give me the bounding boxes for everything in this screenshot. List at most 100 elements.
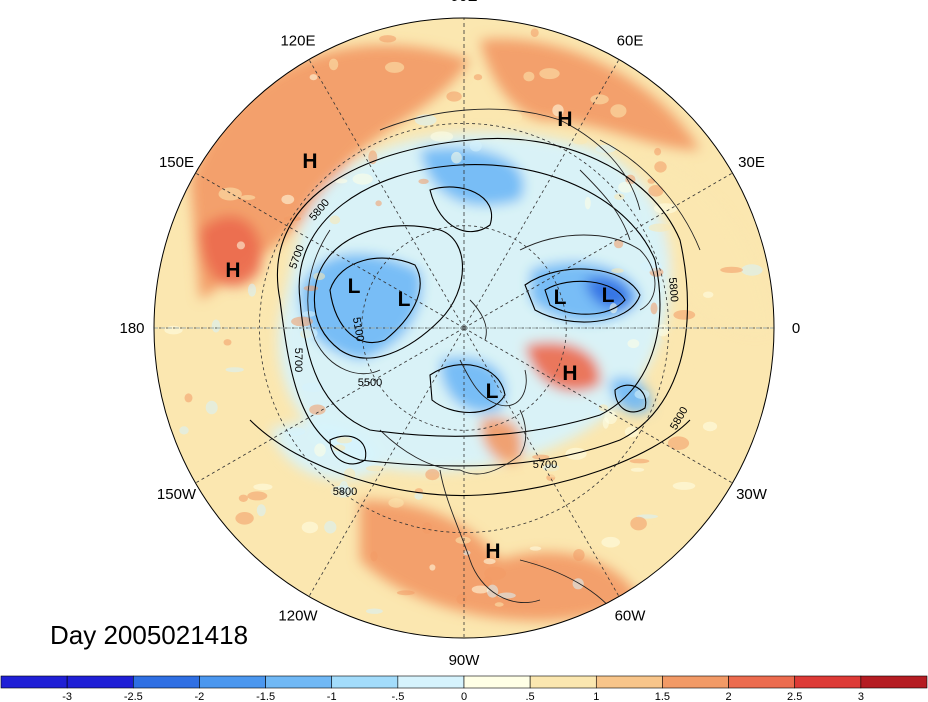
longitude-label: 150W: [157, 486, 197, 503]
contour-label: 5100: [350, 316, 366, 342]
anomaly-area: [585, 276, 631, 309]
field-speck: [654, 147, 662, 156]
field-speck: [309, 74, 318, 81]
map-boundary: [153, 17, 775, 639]
contour-label: 5700: [533, 459, 557, 471]
field-speck: [473, 74, 483, 81]
colorbar: -3 -2.5 -2 -1.5 -1 -.5 0 .5 1 1.5 2 2.5 3: [0, 675, 928, 702]
field-speck: [486, 584, 499, 598]
meridian-line: [463, 172, 733, 329]
low-pressure-center: L: [602, 284, 615, 307]
coastline: [307, 229, 381, 375]
field-speck: [483, 558, 496, 565]
height-contour: [329, 435, 367, 465]
field-speck: [529, 546, 542, 551]
field-speck: [333, 444, 346, 452]
colorbar-segment: [397, 675, 465, 689]
field-speck: [741, 264, 763, 276]
field-speck: [581, 484, 590, 492]
field-speck: [284, 427, 306, 436]
colorbar-tick-label: -.5: [391, 691, 404, 702]
field-speck: [396, 590, 415, 596]
coastline: [439, 469, 541, 604]
colorbar-tick-label: -2: [195, 691, 205, 702]
pressure-centers: H H L L L L H L H H: [225, 108, 614, 563]
colorbar-tick-label: -2.5: [124, 691, 143, 702]
anomaly-area: [480, 38, 700, 150]
field-speck: [601, 536, 620, 548]
field-speck: [703, 291, 714, 298]
field-speck: [711, 307, 721, 319]
coastline: [379, 409, 527, 475]
height-contour: [313, 225, 464, 359]
field-speck: [673, 310, 696, 320]
colorbar-segment: [0, 675, 68, 689]
field-speck: [328, 58, 339, 71]
field-speck: [650, 302, 658, 315]
coastlines: [307, 108, 701, 621]
colorbar-segment: [265, 675, 333, 689]
field-speck: [684, 352, 706, 365]
field-speck: [451, 151, 462, 164]
height-contour: [298, 164, 661, 437]
height-contour: [249, 419, 691, 497]
field-speck: [720, 266, 743, 273]
longitude-label: 150E: [159, 154, 194, 171]
meridian-line: [463, 327, 620, 597]
colorbar-tick-label: .5: [526, 691, 535, 702]
field-speck: [385, 61, 405, 73]
field-speck: [179, 426, 189, 435]
height-contour: [276, 137, 689, 467]
field-speck: [630, 516, 647, 531]
anomaly-shading: [190, 38, 770, 621]
field-speck: [223, 339, 232, 346]
field-speck: [256, 504, 266, 517]
field-speck: [164, 325, 183, 335]
colorbar-segment: [794, 675, 862, 689]
field-speck: [532, 454, 550, 460]
field-speck: [614, 193, 625, 200]
field-speck: [648, 185, 664, 197]
field-speck: [602, 417, 609, 429]
field-speck: [463, 550, 471, 556]
colorbar-tick-label: -1.5: [256, 691, 275, 702]
field-speck: [379, 35, 397, 43]
field-speck: [611, 268, 624, 274]
low-pressure-center: L: [554, 286, 567, 309]
high-pressure-center: H: [225, 259, 240, 282]
contour-label: 5500: [358, 377, 382, 389]
field-speck: [241, 439, 252, 448]
field-speck: [573, 549, 585, 561]
high-pressure-center: H: [562, 362, 577, 385]
coastline: [379, 108, 641, 211]
field-speck: [302, 311, 316, 317]
field-speck: [414, 492, 424, 500]
field-speck: [545, 466, 566, 478]
field-speck: [184, 393, 193, 403]
field-speck: [301, 382, 326, 393]
field-speck: [366, 608, 383, 614]
low-pressure-center: L: [348, 275, 361, 298]
field-speck: [313, 272, 326, 281]
field-speck: [352, 173, 373, 185]
contour-label: 5800: [333, 486, 357, 498]
colorbar-segment: [66, 675, 134, 689]
colorbar-segment: [331, 675, 399, 689]
anomaly-area: [420, 147, 524, 206]
longitude-label: 0: [792, 320, 800, 337]
field-speck: [672, 481, 696, 490]
longitude-label: 60W: [615, 608, 647, 625]
field-speck: [283, 216, 302, 222]
longitude-labels: 90E 60E 30E 0 30W 60W 90W 120W 150W 180 150E 120E: [119, 0, 800, 669]
coastline: [599, 139, 701, 251]
field-speck: [653, 203, 678, 214]
field-speck: [235, 512, 254, 525]
colorbar-segment: [860, 675, 928, 689]
field-speck: [657, 324, 669, 337]
colorbar-tick-label: 2.5: [787, 691, 802, 702]
longitude-label: 90W: [449, 652, 481, 669]
field-speck: [471, 585, 490, 594]
field-speck: [647, 178, 656, 184]
anomaly-field: [154, 18, 774, 638]
